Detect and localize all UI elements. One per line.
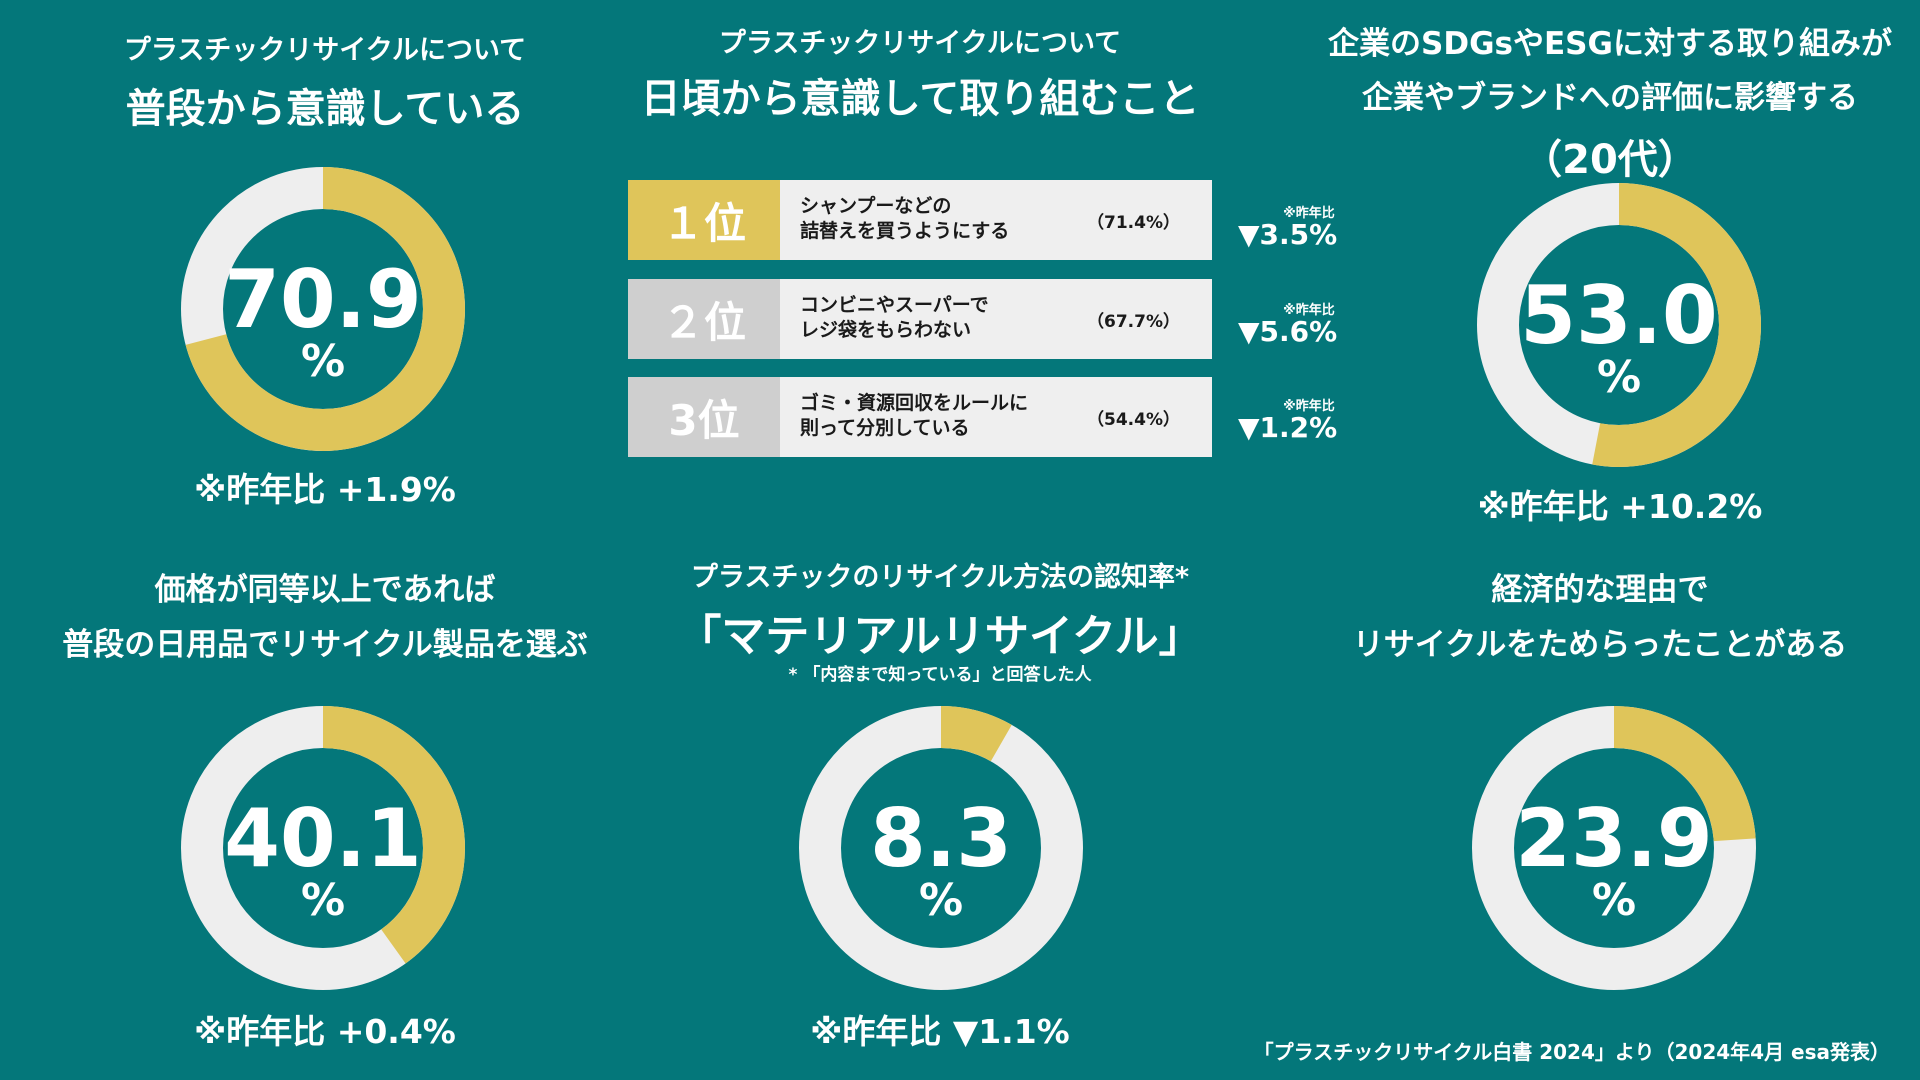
rank-row-2: ２位 コンビニやスーパーで レジ袋をもらわない （67.7%） bbox=[628, 279, 1212, 359]
rank-row-3: 3位 ゴミ・資源回収をルールに 則って分別している （54.4%） bbox=[628, 377, 1212, 457]
rank-diff-value-2: ▼5.6% bbox=[1238, 315, 1338, 348]
donut-value-3: 53.0 bbox=[1520, 269, 1718, 362]
rank-row-1: １位 シャンプーなどの 詰替えを買うようにする （71.4%） bbox=[628, 180, 1212, 260]
donut-slice bbox=[1472, 706, 1756, 990]
panel6-title-line2: リサイクルをためらったことがある bbox=[1352, 627, 1848, 663]
donut-svg bbox=[181, 706, 465, 990]
donut-chart-6: 23.9 % bbox=[1472, 706, 1756, 990]
rank-diff-note-1: ※昨年比 bbox=[1283, 206, 1335, 221]
donut-value-5: 8.3 bbox=[870, 792, 1012, 885]
rank-label-3-line1: ゴミ・資源回収をルールに bbox=[800, 392, 1029, 414]
rank-label-2: コンビニやスーパーで レジ袋をもらわない bbox=[800, 293, 1070, 342]
panel1-title-line2: 普段から意識している bbox=[125, 86, 525, 132]
donut-slice bbox=[181, 706, 465, 990]
donut-unit-6: % bbox=[1591, 875, 1637, 926]
donut-svg bbox=[181, 167, 465, 451]
rank-pct-3: （54.4%） bbox=[1087, 410, 1180, 430]
rank-badge-3: 3位 bbox=[628, 377, 780, 457]
rank-diff-2: ※昨年比 ▼5.6% bbox=[1238, 299, 1358, 346]
rank-badge-1: １位 bbox=[628, 180, 780, 260]
donut-unit-4: % bbox=[300, 875, 346, 926]
donut-chart-5: 8.3 % bbox=[799, 706, 1083, 990]
panel4-title-line2: 普段の日用品でリサイクル製品を選ぶ bbox=[62, 627, 588, 663]
donut-svg bbox=[1472, 706, 1756, 990]
source-citation: 「プラスチックリサイクル白書 2024」より（2024年4月 esa発表） bbox=[1253, 1040, 1890, 1064]
donut-chart-1: 70.9 % bbox=[181, 167, 465, 451]
donut-slice bbox=[799, 706, 1083, 990]
rank-diff-note-3: ※昨年比 bbox=[1283, 399, 1335, 414]
rank-body-2: コンビニやスーパーで レジ袋をもらわない （67.7%） bbox=[780, 279, 1212, 359]
panel3-title-line1: 企業のSDGsやESGに対する取り組みが bbox=[1328, 26, 1892, 62]
panel2-title-line1: プラスチックリサイクルについて bbox=[718, 28, 1122, 59]
panel3-title-line2: 企業やブランドへの評価に影響する bbox=[1362, 80, 1858, 116]
rank-body-3: ゴミ・資源回収をルールに 則って分別している （54.4%） bbox=[780, 377, 1212, 457]
donut-unit-3: % bbox=[1596, 352, 1642, 403]
rank-label-1: シャンプーなどの 詰替えを買うようにする bbox=[800, 194, 1070, 243]
panel4-title-line1: 価格が同等以上であれば bbox=[154, 572, 496, 608]
rank-diff-value-1: ▼3.5% bbox=[1238, 218, 1338, 251]
donut-svg bbox=[799, 706, 1083, 990]
rank-diff-3: ※昨年比 ▼1.2% bbox=[1238, 395, 1358, 442]
panel4-note: ※昨年比 +0.4% bbox=[194, 1012, 456, 1051]
rank-diff-value-3: ▼1.2% bbox=[1238, 411, 1338, 444]
donut-unit-1: % bbox=[300, 336, 346, 387]
rank-badge-2: ２位 bbox=[628, 279, 780, 359]
donut-svg bbox=[1477, 183, 1761, 467]
panel6-title-line1: 経済的な理由で bbox=[1491, 572, 1709, 608]
rank-label-2-line2: レジ袋をもらわない bbox=[800, 318, 972, 341]
rank-label-3: ゴミ・資源回収をルールに 則って分別している bbox=[800, 391, 1070, 440]
donut-value-6: 23.9 bbox=[1515, 792, 1713, 885]
rank-diff-note-2: ※昨年比 bbox=[1283, 303, 1335, 318]
donut-value-1: 70.9 bbox=[224, 253, 422, 346]
panel2-title-line2: 日頃から意識して取り組むこと bbox=[640, 76, 1200, 122]
rank-diff-1: ※昨年比 ▼3.5% bbox=[1238, 202, 1358, 249]
donut-unit-5: % bbox=[918, 875, 964, 926]
donut-value-4: 40.1 bbox=[224, 792, 422, 885]
panel5-footnote: * 「内容まで知っている」と回答した人 bbox=[788, 665, 1092, 685]
rank-pct-2: （67.7%） bbox=[1087, 312, 1180, 332]
rank-label-3-line2: 則って分別している bbox=[800, 416, 970, 439]
panel3-note: ※昨年比 +10.2% bbox=[1477, 487, 1763, 526]
panel1-title-line1: プラスチックリサイクルについて bbox=[123, 35, 527, 66]
panel1-note: ※昨年比 +1.9% bbox=[194, 470, 456, 509]
panel5-note: ※昨年比 ▼1.1% bbox=[810, 1012, 1070, 1051]
panel5-title-line1: プラスチックのリサイクル方法の認知率* bbox=[690, 562, 1190, 593]
rank-label-2-line1: コンビニやスーパーで bbox=[800, 294, 989, 316]
rank-pct-1: （71.4%） bbox=[1087, 213, 1180, 233]
panel3-title-line3: （20代） bbox=[1522, 137, 1698, 183]
donut-chart-3: 53.0 % bbox=[1477, 183, 1761, 467]
panel5-title-line2: 「マテリアルリサイクル」 bbox=[677, 611, 1203, 662]
rank-body-1: シャンプーなどの 詰替えを買うようにする （71.4%） bbox=[780, 180, 1212, 260]
rank-label-1-line2: 詰替えを買うようにする bbox=[800, 219, 1010, 242]
donut-chart-4: 40.1 % bbox=[181, 706, 465, 990]
donut-slice bbox=[181, 167, 465, 451]
donut-slice bbox=[1477, 183, 1761, 467]
rank-label-1-line1: シャンプーなどの bbox=[800, 195, 952, 217]
